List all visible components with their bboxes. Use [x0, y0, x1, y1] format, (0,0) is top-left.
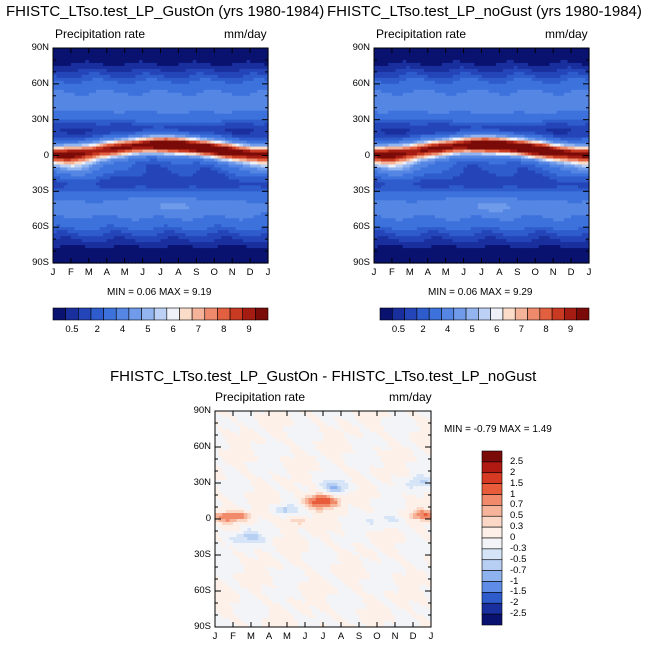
panel2-field	[374, 48, 590, 264]
panel1-field	[53, 48, 269, 264]
